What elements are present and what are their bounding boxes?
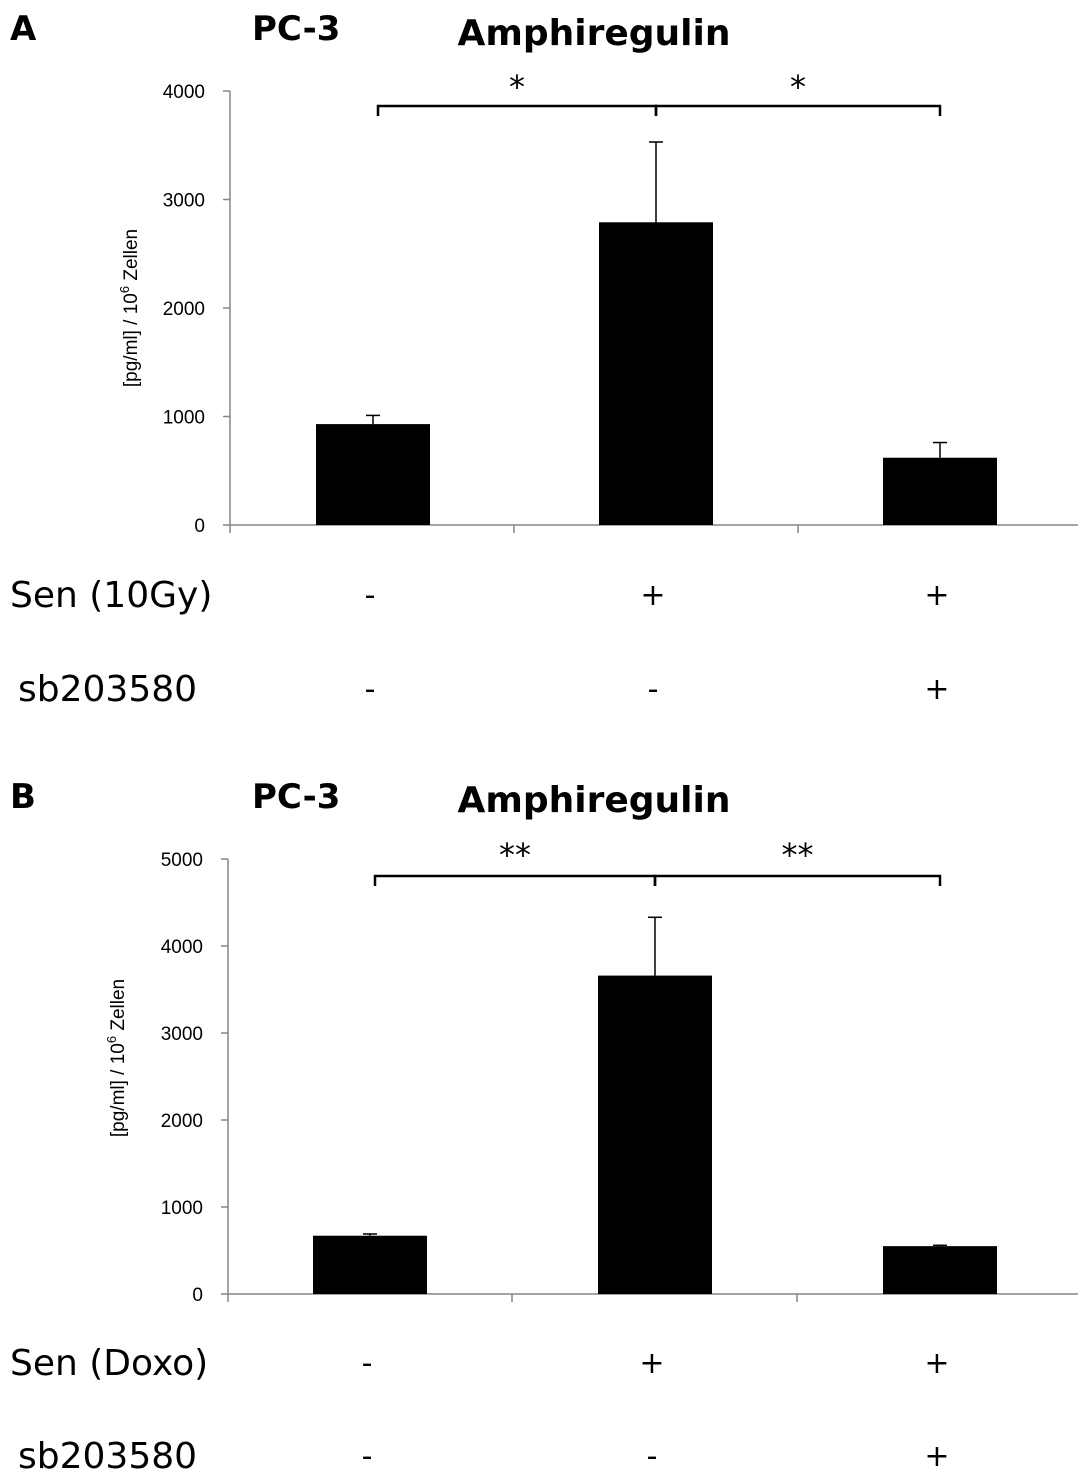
condition-symbol: - — [362, 1346, 373, 1381]
condition-label: sb203580 — [18, 1436, 197, 1475]
y-tick-label: 3000 — [163, 191, 205, 212]
condition-symbol: + — [924, 1346, 949, 1381]
bar — [598, 975, 712, 1294]
y-tick-label: 0 — [192, 1285, 203, 1306]
condition-symbol: + — [640, 578, 665, 613]
bar — [599, 222, 713, 525]
chart-title: Amphiregulin — [458, 13, 731, 54]
condition-symbol: + — [924, 1439, 949, 1474]
y-tick-label: 3000 — [161, 1024, 203, 1045]
chart-title: Amphiregulin — [458, 780, 731, 821]
condition-label: Sen (10Gy) — [10, 575, 212, 616]
significance-marker: * — [790, 68, 806, 106]
significance-bracket — [654, 104, 942, 116]
y-tick-label: 4000 — [161, 937, 203, 958]
significance-bracket — [376, 104, 658, 116]
condition-symbol: - — [365, 672, 376, 707]
chart-panel-A: A PC-3 Amphiregulin 0 1000 2000 3000 4000 [pg/ml… — [10, 9, 1078, 710]
chart-panel-B: B PC-3 Amphiregulin 0 1000 2000 3000 4000 5000 [p… — [10, 777, 1078, 1475]
bar — [313, 1235, 427, 1294]
bar — [883, 1246, 997, 1294]
condition-symbol: - — [648, 672, 659, 707]
y-tick-label: 1000 — [163, 408, 205, 429]
bar — [316, 424, 430, 525]
condition-symbol: + — [924, 672, 949, 707]
condition-symbol: - — [647, 1439, 658, 1474]
cell-line-label: PC-3 — [252, 9, 340, 49]
condition-symbol: + — [639, 1346, 664, 1381]
panel-label: A — [10, 9, 37, 49]
significance-bracket — [653, 874, 942, 886]
significance-bracket — [373, 874, 657, 886]
significance-marker: ** — [499, 836, 531, 874]
panel-label: B — [10, 777, 36, 817]
y-tick-label: 5000 — [161, 850, 203, 871]
significance-marker: * — [509, 68, 525, 106]
bar — [883, 457, 997, 525]
y-tick-label: 4000 — [163, 82, 205, 103]
y-tick-label: 2000 — [163, 299, 205, 320]
condition-label: Sen (Doxo) — [10, 1343, 208, 1384]
significance-marker: ** — [782, 836, 814, 874]
y-axis-label: [pg/ml] / 106 Zellen — [104, 979, 129, 1137]
y-axis-label: [pg/ml] / 106 Zellen — [117, 229, 142, 387]
y-tick-label: 1000 — [161, 1198, 203, 1219]
condition-symbol: - — [365, 578, 376, 613]
cell-line-label: PC-3 — [252, 777, 340, 817]
y-tick-label: 0 — [194, 516, 205, 537]
y-tick-label: 2000 — [161, 1111, 203, 1132]
condition-symbol: - — [362, 1439, 373, 1474]
condition-label: sb203580 — [18, 669, 197, 710]
condition-symbol: + — [924, 578, 949, 613]
